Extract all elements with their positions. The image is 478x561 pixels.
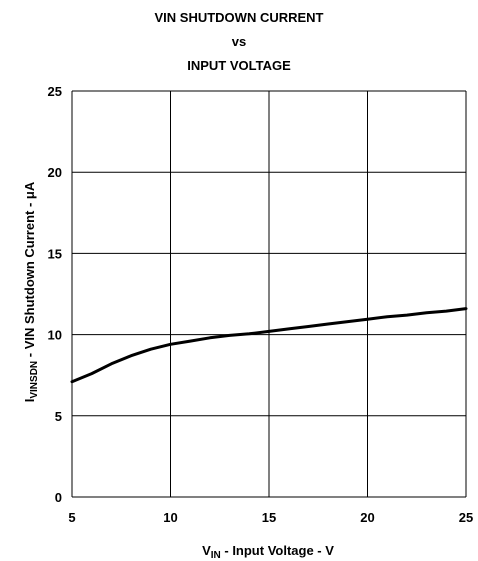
y-axis-title-main: I	[22, 399, 37, 403]
y-axis-title: IVINSDN - VIN Shutdown Current - μA	[22, 181, 40, 402]
x-tick-label: 15	[262, 510, 276, 525]
chart-title-line-1: VIN SHUTDOWN CURRENT	[154, 10, 324, 25]
y-tick-label: 0	[55, 490, 62, 505]
y-axis-title-rest: - VIN Shutdown Current - μA	[22, 181, 37, 361]
series-line	[70, 307, 468, 384]
y-tick-label: 5	[55, 409, 62, 424]
chart-title-line-2: vs	[231, 34, 247, 49]
x-tick-label: 20	[360, 510, 374, 525]
x-axis-title-main: V	[202, 543, 211, 558]
x-tick-label: 5	[68, 510, 75, 525]
x-tick-label: 25	[459, 510, 473, 525]
chart-title-line-3: INPUT VOLTAGE	[187, 58, 291, 73]
y-tick-label: 10	[48, 328, 62, 343]
grid	[71, 90, 467, 498]
y-tick-label: 15	[48, 246, 62, 261]
x-axis-title-sub: IN	[211, 550, 221, 561]
y-axis-title-sub: VINSDN	[29, 361, 40, 399]
y-tick-label: 20	[48, 165, 62, 180]
series-layer	[70, 307, 468, 384]
x-axis-title: VIN - Input Voltage - V	[202, 543, 334, 561]
x-axis-title-rest: - Input Voltage - V	[221, 543, 334, 558]
x-tick-label: 10	[163, 510, 177, 525]
y-tick-label: 25	[48, 84, 62, 99]
